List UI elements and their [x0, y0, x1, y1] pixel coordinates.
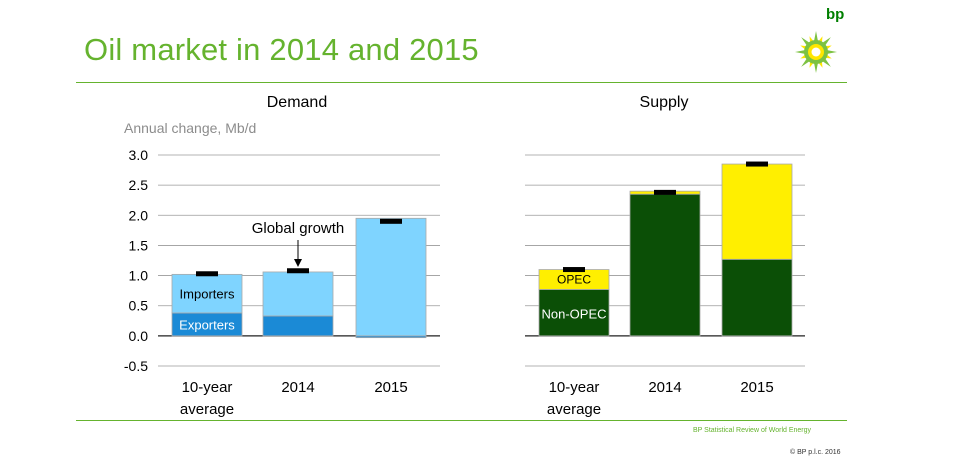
y-tick-label: 2.5	[129, 177, 149, 193]
total-marker	[380, 218, 402, 224]
total-marker	[196, 271, 218, 277]
bp-logo-text: bp	[826, 6, 845, 23]
footer-copyright: © BP p.l.c. 2016	[790, 449, 841, 456]
logo-petal	[813, 31, 819, 43]
y-axis-label: Annual change, Mb/d	[124, 120, 256, 136]
helios-icon	[795, 31, 837, 73]
logo-petal	[825, 49, 837, 55]
bar-segment	[262, 271, 334, 317]
x-tick-label: 10-year	[182, 379, 233, 396]
bar-segment	[262, 315, 334, 337]
bp-logo: bp	[786, 6, 850, 78]
x-tick-label: 2014	[281, 379, 314, 396]
bar-segment	[721, 163, 793, 260]
y-tick-label: -0.5	[124, 358, 148, 374]
y-tick-label: 0.0	[129, 328, 149, 344]
bar-segment	[171, 273, 243, 314]
bar-segment	[629, 193, 701, 337]
series-label: Importers	[180, 287, 235, 302]
y-tick-label: 2.0	[129, 207, 149, 223]
total-marker	[287, 268, 309, 274]
demand-panel: Annual change, Mb/d Demand 3.0 2.5 2.0 1.5 1.0…	[124, 94, 440, 418]
series-label: Non-OPEC	[541, 307, 606, 322]
x-tick-label: 2014	[648, 379, 681, 396]
y-tick-label: 1.5	[129, 237, 149, 253]
bar-segment	[355, 217, 427, 337]
total-marker	[563, 267, 585, 273]
x-tick-label: average	[180, 401, 234, 418]
total-marker	[654, 189, 676, 195]
footer-divider	[76, 420, 847, 421]
x-tick-label: 2015	[374, 379, 407, 396]
bar-segment	[538, 289, 610, 337]
supply-panel: Supply 10-year average 2014 2015 OPEC Non-OPEC	[525, 94, 805, 418]
y-tick-label: 0.5	[129, 298, 149, 314]
y-tick-label: 1.0	[129, 268, 149, 284]
series-label: OPEC	[557, 272, 591, 286]
title-divider	[76, 82, 847, 83]
panel-title: Demand	[267, 94, 327, 111]
page-title: Oil market in 2014 and 2015	[84, 32, 479, 67]
annotation-arrowhead	[294, 259, 302, 267]
x-tick-label: average	[547, 401, 601, 418]
total-marker	[746, 161, 768, 167]
x-tick-label: 2015	[740, 379, 773, 396]
panel-title: Supply	[640, 94, 689, 111]
y-tick-label: 3.0	[129, 147, 149, 163]
footer-source: BP Statistical Review of World Energy	[693, 427, 812, 434]
series-label: Exporters	[179, 317, 235, 332]
bar-segment	[721, 258, 793, 337]
annotation-label: Global growth	[252, 220, 345, 237]
x-tick-label: 10-year	[549, 379, 600, 396]
logo-petal	[813, 61, 819, 73]
logo-petal	[795, 49, 807, 55]
